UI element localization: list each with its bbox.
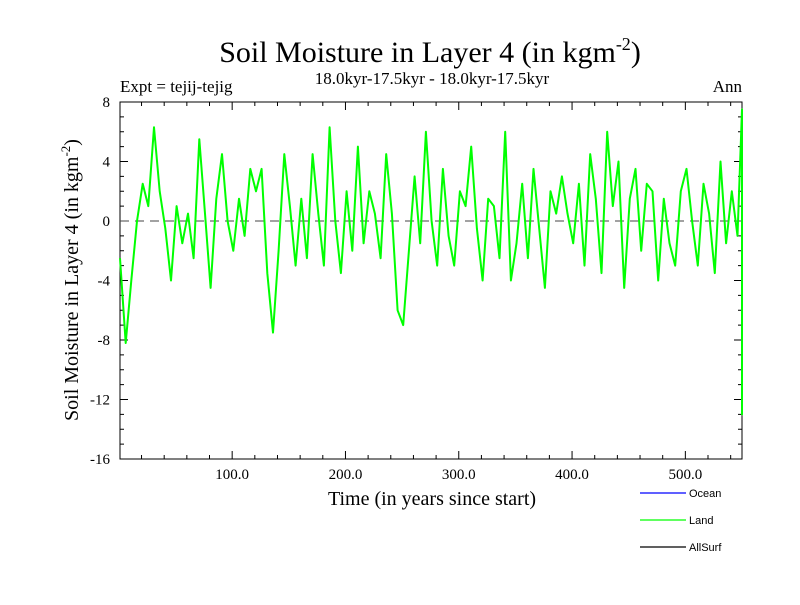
chart-title: Soil Moisture in Layer 4 (in kgm-2) xyxy=(219,34,641,69)
x-tick-label: 200.0 xyxy=(329,467,363,483)
x-tick-label: 300.0 xyxy=(442,467,476,483)
x-tick-label: 500.0 xyxy=(668,467,702,483)
legend-land-label: Land xyxy=(689,515,713,527)
y-axis-label-close: ) xyxy=(61,139,83,146)
y-axis-label-main: Soil Moisture in Layer 4 (in kgm xyxy=(61,156,83,421)
y-tick-label: -4 xyxy=(98,274,111,290)
y-tick-label: 8 xyxy=(103,95,111,111)
chart-title-main: Soil Moisture in Layer 4 (in kgm xyxy=(219,36,616,69)
plot-frame xyxy=(119,101,743,460)
y-axis-label-sup: -2 xyxy=(58,146,73,157)
x-axis-label: Time (in years since start) xyxy=(328,488,536,510)
subtitle-center: 18.0kyr-17.5kyr - 18.0kyr-17.5kyr xyxy=(315,69,550,88)
legend-allsurf-label: AllSurf xyxy=(689,542,722,554)
y-tick-label: -16 xyxy=(90,452,110,468)
y-tick-label: -8 xyxy=(98,333,111,349)
y-tick-label: -12 xyxy=(90,393,110,409)
x-tick-label: 400.0 xyxy=(555,467,589,483)
chart-title-close: ) xyxy=(631,36,641,69)
legend-ocean-label: Ocean xyxy=(689,488,721,500)
y-tick-label: 4 xyxy=(103,155,111,171)
y-axis-label: Soil Moisture in Layer 4 (in kgm-2) xyxy=(58,139,83,421)
series-land-line xyxy=(119,108,743,416)
chart-title-sup: -2 xyxy=(616,34,631,54)
x-tick-label: 100.0 xyxy=(215,467,249,483)
legend: Ocean Land AllSurf xyxy=(640,488,722,554)
y-tick-label: 0 xyxy=(103,214,111,230)
subtitle-right: Ann xyxy=(713,77,743,96)
y-axis: -16 -12 -8 -4 0 4 8 xyxy=(90,95,742,468)
x-axis: 100.0 200.0 300.0 400.0 500.0 xyxy=(141,102,732,483)
subtitle-left: Expt = tejij-tejig xyxy=(120,77,233,96)
